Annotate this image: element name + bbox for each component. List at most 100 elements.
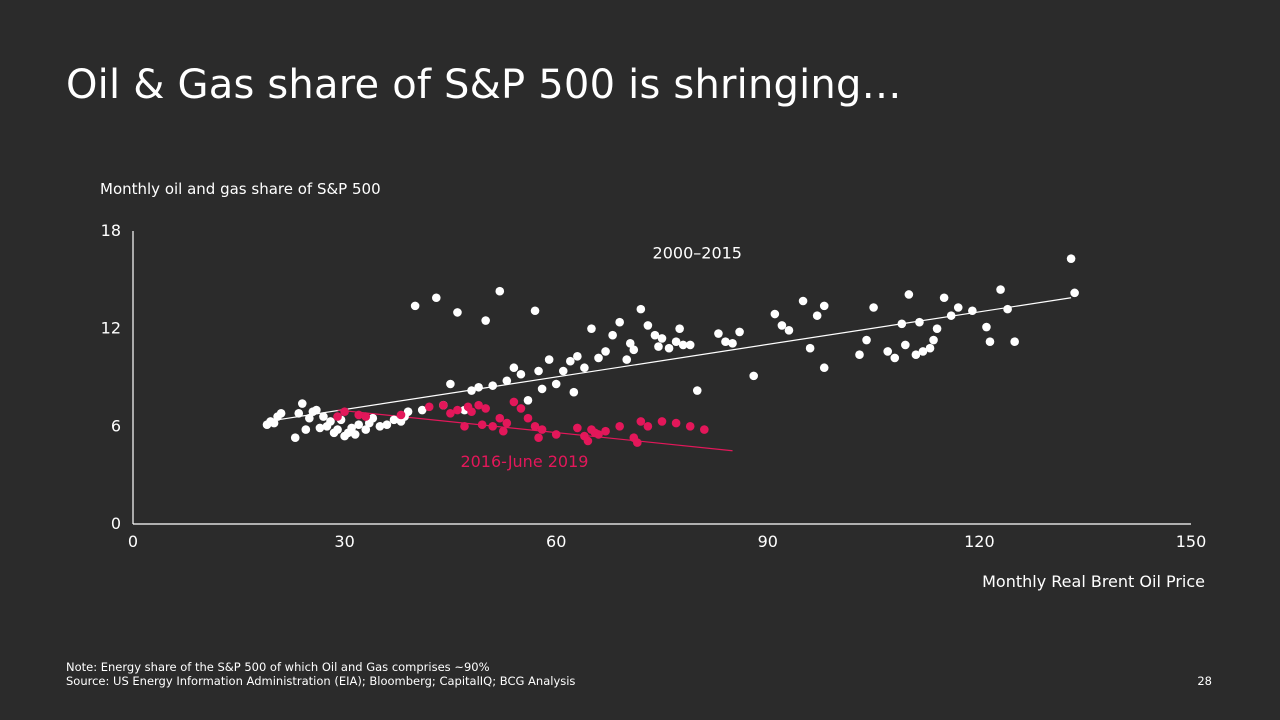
data-point-series-1 <box>654 342 663 351</box>
data-point-series-1 <box>410 301 420 311</box>
data-point-series-1 <box>347 423 356 433</box>
chart-axes <box>132 231 1191 525</box>
x-tick-label: 150 <box>1176 532 1207 551</box>
data-point-series-2 <box>537 425 547 434</box>
footer-notes: Note: Energy share of the S&P 500 of whi… <box>66 660 575 688</box>
data-point-series-1 <box>805 343 815 353</box>
data-point-series-2 <box>446 409 455 418</box>
data-point-series-1 <box>417 405 427 415</box>
data-point-series-1 <box>932 324 942 333</box>
data-point-series-2 <box>643 422 653 431</box>
series-label-1: 2000–2015 <box>653 244 742 263</box>
data-point-series-1 <box>915 317 924 327</box>
data-point-series-2 <box>424 402 434 412</box>
data-point-series-2 <box>657 417 667 426</box>
data-point-series-2 <box>700 425 709 434</box>
data-point-series-1 <box>467 386 476 395</box>
x-axis-title: Monthly Real Brent Oil Price <box>982 572 1205 591</box>
data-point-series-1 <box>657 334 667 343</box>
data-point-series-1 <box>558 366 568 376</box>
data-point-series-2 <box>509 397 519 407</box>
slide-title: Oil & Gas share of S&P 500 is shringing… <box>66 62 902 108</box>
data-point-series-1 <box>728 339 737 348</box>
data-point-series-1 <box>551 379 561 389</box>
data-point-series-1 <box>968 306 977 316</box>
data-point-series-2 <box>477 420 487 430</box>
scatter-chart: 0 30 60 90 120 150 0 6 12 18 2000–2015 2016-June 2… <box>101 221 1207 551</box>
data-point-series-1 <box>446 379 455 389</box>
trendline-series-1 <box>266 297 1072 423</box>
data-point-series-1 <box>453 308 462 317</box>
data-point-series-1 <box>566 356 575 366</box>
data-point-series-1 <box>354 420 364 430</box>
data-point-series-1 <box>290 433 300 443</box>
data-point-series-1 <box>911 350 921 360</box>
data-point-series-1 <box>770 309 780 319</box>
data-point-series-1 <box>375 422 385 431</box>
data-point-series-2 <box>474 400 483 410</box>
data-point-series-1 <box>534 366 543 376</box>
data-point-series-1 <box>925 343 935 353</box>
data-point-series-2 <box>495 413 505 423</box>
chart-annotations: 2000–2015 2016-June 2019 <box>460 244 742 471</box>
data-point-series-1 <box>544 355 554 364</box>
data-point-series-2 <box>340 407 349 416</box>
data-point-series-1 <box>523 395 533 405</box>
data-point-series-1 <box>692 386 702 395</box>
page-number: 28 <box>1197 674 1212 688</box>
source-text: Source: US Energy Information Administra… <box>66 674 576 688</box>
data-point-series-2 <box>467 407 476 416</box>
data-point-series-1 <box>301 425 311 434</box>
data-point-series-2 <box>502 418 512 428</box>
data-point-series-1 <box>946 311 956 320</box>
data-point-series-1 <box>929 335 938 345</box>
data-point-series-1 <box>890 353 900 363</box>
data-point-series-1 <box>784 325 794 335</box>
data-point-series-1 <box>678 340 688 350</box>
data-point-series-1 <box>939 293 949 303</box>
y-axis-title: Monthly oil and gas share of S&P 500 <box>100 180 381 198</box>
x-tick-label: 120 <box>964 532 995 551</box>
data-point-series-1 <box>675 324 684 333</box>
data-point-series-1 <box>798 296 808 306</box>
data-point-series-1 <box>855 350 864 360</box>
data-point-series-1 <box>749 371 758 381</box>
data-point-series-1 <box>502 376 512 386</box>
data-point-series-1 <box>530 306 540 316</box>
x-tick-label: 30 <box>334 532 354 551</box>
data-point-series-2 <box>361 412 371 421</box>
data-point-series-1 <box>918 347 928 356</box>
data-point-series-1 <box>650 330 660 340</box>
data-point-series-2 <box>333 412 342 421</box>
data-point-series-1 <box>643 321 653 330</box>
data-point-series-1 <box>819 301 829 311</box>
data-point-series-1 <box>664 343 674 353</box>
data-point-series-1 <box>869 303 878 312</box>
data-point-series-1 <box>382 420 392 430</box>
data-point-series-2 <box>516 404 526 413</box>
data-point-series-1 <box>777 321 787 330</box>
data-point-series-1 <box>1010 337 1019 346</box>
data-point-series-2 <box>601 426 610 436</box>
data-point-series-1 <box>509 363 519 373</box>
data-point-series-1 <box>580 363 589 373</box>
data-point-series-1 <box>608 330 617 340</box>
data-point-series-1 <box>721 337 730 346</box>
data-point-series-1 <box>488 381 498 390</box>
data-point-series-1 <box>297 399 307 408</box>
data-point-series-1 <box>537 384 547 394</box>
data-point-series-2 <box>460 422 469 431</box>
y-tick-label: 0 <box>111 514 121 533</box>
y-tick-label: 18 <box>101 221 121 240</box>
data-point-series-2 <box>551 430 561 439</box>
data-point-series-2 <box>636 417 646 426</box>
data-point-series-1 <box>1003 304 1012 314</box>
data-point-series-1 <box>305 413 314 423</box>
data-point-series-1 <box>1066 254 1076 263</box>
data-point-series-1 <box>361 425 371 434</box>
data-point-series-1 <box>615 317 624 327</box>
y-tick-label: 6 <box>111 416 121 435</box>
x-tick-label: 0 <box>128 532 138 551</box>
data-point-series-2 <box>499 426 508 436</box>
data-point-series-1 <box>636 304 646 314</box>
